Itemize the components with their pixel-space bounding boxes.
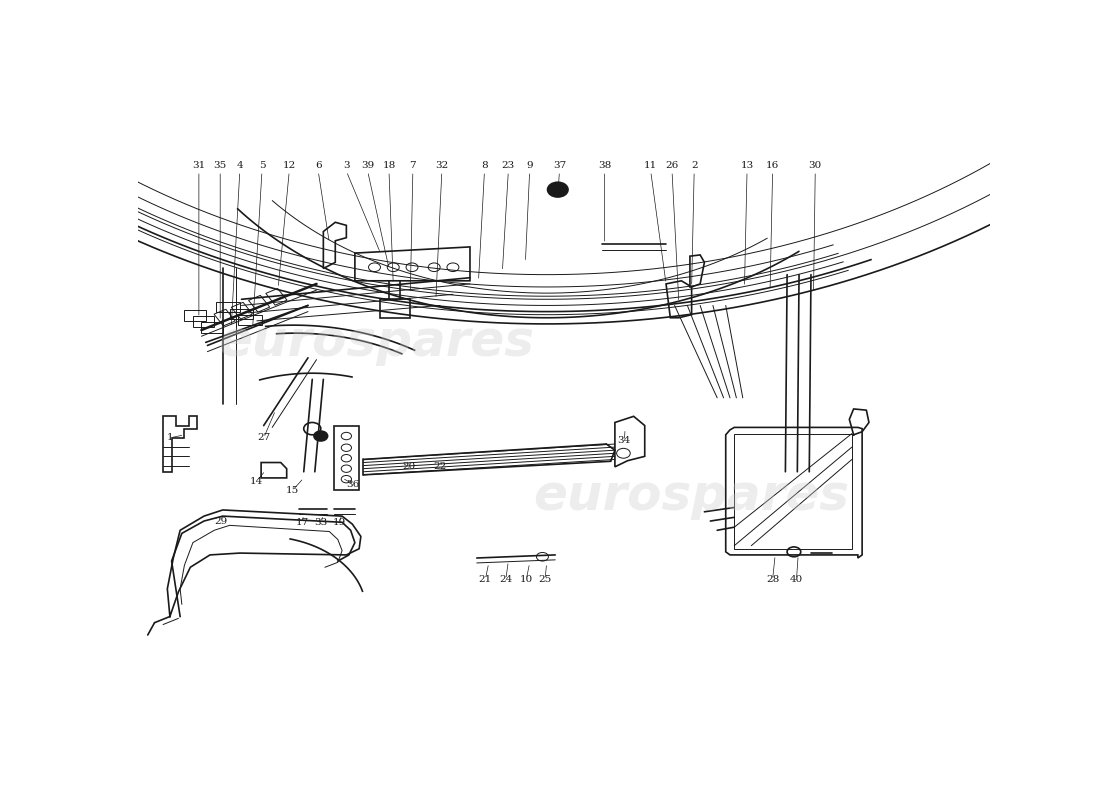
Text: 2: 2: [691, 161, 697, 170]
Text: 33: 33: [315, 518, 328, 526]
Bar: [214, 310, 235, 326]
Text: 3: 3: [343, 161, 350, 170]
Text: 24: 24: [499, 575, 513, 584]
Text: 19: 19: [333, 518, 346, 526]
Text: 6: 6: [315, 161, 321, 170]
Text: eurospares: eurospares: [534, 472, 849, 521]
Text: 9: 9: [526, 161, 534, 170]
Text: 22: 22: [433, 462, 447, 471]
Text: 13: 13: [740, 161, 754, 170]
Text: 17: 17: [296, 518, 309, 526]
Text: 37: 37: [553, 161, 566, 170]
Text: 39: 39: [361, 161, 374, 170]
Text: 10: 10: [519, 575, 532, 584]
Text: 18: 18: [383, 161, 396, 170]
Text: 16: 16: [766, 161, 779, 170]
Text: 7: 7: [409, 161, 416, 170]
Text: 40: 40: [790, 575, 803, 584]
Text: 23: 23: [502, 161, 515, 170]
Text: 38: 38: [598, 161, 612, 170]
Text: 27: 27: [257, 434, 271, 442]
Circle shape: [314, 431, 328, 441]
Circle shape: [548, 182, 568, 197]
Text: 30: 30: [808, 161, 822, 170]
Text: 25: 25: [538, 575, 551, 584]
Text: 12: 12: [283, 161, 296, 170]
Text: 28: 28: [766, 575, 779, 584]
Text: 32: 32: [436, 161, 449, 170]
Text: eurospares: eurospares: [218, 318, 535, 366]
Bar: [266, 289, 287, 305]
Text: 8: 8: [481, 161, 487, 170]
Text: 1: 1: [166, 434, 173, 442]
Text: 21: 21: [478, 575, 492, 584]
Text: 31: 31: [192, 161, 206, 170]
Text: 4: 4: [236, 161, 243, 170]
Text: 5: 5: [258, 161, 265, 170]
Text: 35: 35: [213, 161, 227, 170]
Text: 34: 34: [618, 437, 631, 446]
Text: 29: 29: [214, 517, 228, 526]
Text: 20: 20: [402, 462, 415, 471]
Bar: [249, 295, 270, 312]
Text: 15: 15: [286, 486, 299, 494]
Text: 26: 26: [666, 161, 679, 170]
Text: 36: 36: [346, 479, 360, 489]
Text: 11: 11: [645, 161, 658, 170]
Text: 14: 14: [250, 477, 264, 486]
Bar: [231, 302, 253, 319]
